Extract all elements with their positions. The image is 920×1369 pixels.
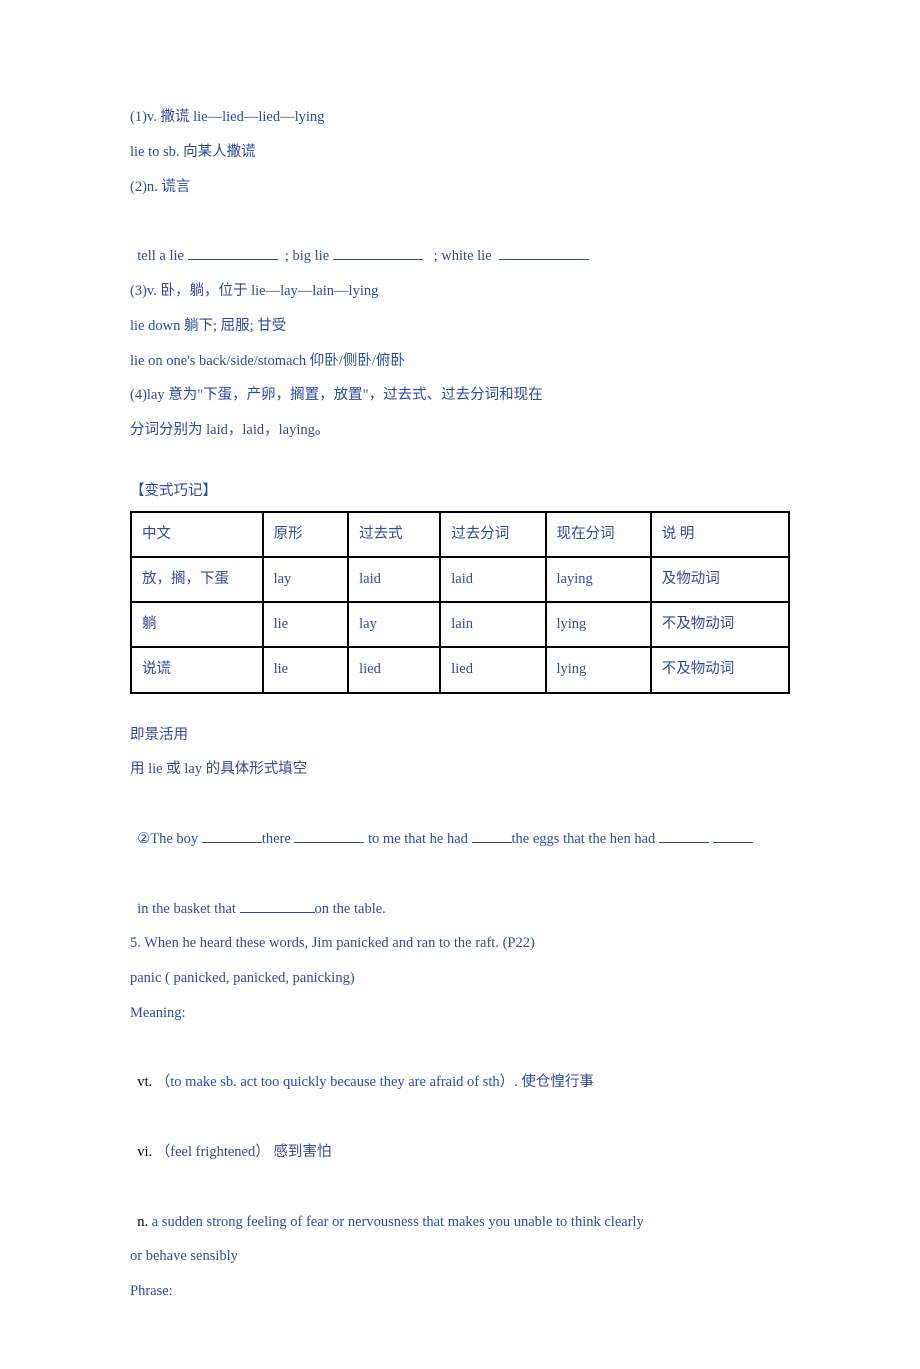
line-lie-down: lie down 躺下; 屈服; 甘受: [130, 309, 790, 344]
td: 不及物动词: [651, 602, 789, 647]
text-s2a: ②The boy: [137, 831, 202, 847]
text-s3a: in the basket that: [137, 901, 239, 917]
heading-practice: 即景活用: [130, 718, 790, 753]
line-fill-instruction: 用 lie 或 lay 的具体形式填空: [130, 752, 790, 787]
text-s3b: on the table.: [315, 901, 386, 917]
line-n-lie: (2)n. 谎言: [130, 170, 790, 205]
text-vt-pos: vt.: [137, 1074, 156, 1090]
td: lie: [263, 647, 349, 692]
blank-s2-2[interactable]: [294, 828, 364, 843]
td: laying: [546, 557, 651, 602]
td: 放，搁，下蛋: [131, 557, 263, 602]
line-tell-a-lie: tell a lie ; big lie ; white lie: [130, 204, 790, 274]
td: lying: [546, 647, 651, 692]
line-vi: vi. （feel frightened） 感到害怕: [130, 1100, 790, 1170]
line-lay-meaning-2: 分词分别为 laid，laid，laying。: [130, 413, 790, 448]
text-white-lie: ; white lie: [423, 248, 499, 264]
table-row: 说谎 lie lied lied lying 不及物动词: [131, 647, 789, 692]
td: 不及物动词: [651, 647, 789, 692]
blank-s2-5[interactable]: [713, 828, 753, 843]
heading-mnemonic: 【变式巧记】: [130, 474, 790, 509]
blank-s2-3[interactable]: [472, 828, 512, 843]
line-n-1: n. a sudden strong feeling of fear or ne…: [130, 1170, 790, 1240]
line-vt: vt. （to make sb. act too quickly because…: [130, 1031, 790, 1101]
line-meaning-label: Meaning:: [130, 996, 790, 1031]
th-5: 说 明: [651, 512, 789, 557]
td: 说谎: [131, 647, 263, 692]
line-jim: 5. When he heard these words, Jim panick…: [130, 926, 790, 961]
th-3: 过去分词: [440, 512, 545, 557]
text-tell-a-lie: tell a lie: [137, 248, 187, 264]
td: lying: [546, 602, 651, 647]
td: lain: [440, 602, 545, 647]
td: lay: [263, 557, 349, 602]
td: 及物动词: [651, 557, 789, 602]
td: 躺: [131, 602, 263, 647]
blank-s3-1[interactable]: [240, 898, 315, 913]
line-phrase-label: Phrase:: [130, 1274, 790, 1309]
text-vt-def: （to make sb. act too quickly because the…: [156, 1074, 594, 1090]
table-row: 放，搁，下蛋 lay laid laid laying 及物动词: [131, 557, 789, 602]
line-lie-to-sb: lie to sb. 向某人撒谎: [130, 135, 790, 170]
table-row: 躺 lie lay lain lying 不及物动词: [131, 602, 789, 647]
th-2: 过去式: [348, 512, 440, 557]
th-1: 原形: [263, 512, 349, 557]
td: lied: [440, 647, 545, 692]
text-s2d: the eggs that the hen had: [512, 831, 659, 847]
blank-s2-4[interactable]: [659, 828, 709, 843]
text-n-pos: n.: [137, 1214, 152, 1230]
text-vi-pos: vi.: [137, 1144, 156, 1160]
td: laid: [348, 557, 440, 602]
verb-table: 中文 原形 过去式 过去分词 现在分词 说 明 放，搁，下蛋 lay laid …: [130, 511, 790, 694]
table-header-row: 中文 原形 过去式 过去分词 现在分词 说 明: [131, 512, 789, 557]
line-lay-meaning-1: (4)lay 意为"下蛋，产卵，搁置，放置"，过去式、过去分词和现在: [130, 378, 790, 413]
line-n-2: or behave sensibly: [130, 1239, 790, 1274]
text-s2b: there: [262, 831, 295, 847]
line-lie-v: (1)v. 撒谎 lie—lied—lied—lying: [130, 100, 790, 135]
blank-s2-1[interactable]: [202, 828, 262, 843]
line-sentence-3: in the basket that on the table.: [130, 857, 790, 927]
text-n-def-1: a sudden strong feeling of fear or nervo…: [152, 1214, 644, 1230]
th-0: 中文: [131, 512, 263, 557]
td: lie: [263, 602, 349, 647]
blank-tell-a-lie[interactable]: [188, 246, 278, 261]
blank-white-lie[interactable]: [499, 246, 589, 261]
text-vi-def: （feel frightened） 感到害怕: [156, 1144, 332, 1160]
line-lie-lay: (3)v. 卧，躺，位于 lie—lay—lain—lying: [130, 274, 790, 309]
line-lie-on: lie on one's back/side/stomach 仰卧/侧卧/俯卧: [130, 344, 790, 379]
blank-big-lie[interactable]: [333, 246, 423, 261]
td: lay: [348, 602, 440, 647]
line-panic-forms: panic ( panicked, panicked, panicking): [130, 961, 790, 996]
th-4: 现在分词: [546, 512, 651, 557]
td: lied: [348, 647, 440, 692]
text-big-lie: ; big lie: [278, 248, 333, 264]
td: laid: [440, 557, 545, 602]
text-s2c: to me that he had: [364, 831, 471, 847]
line-sentence-2: ②The boy there to me that he had the egg…: [130, 787, 790, 857]
